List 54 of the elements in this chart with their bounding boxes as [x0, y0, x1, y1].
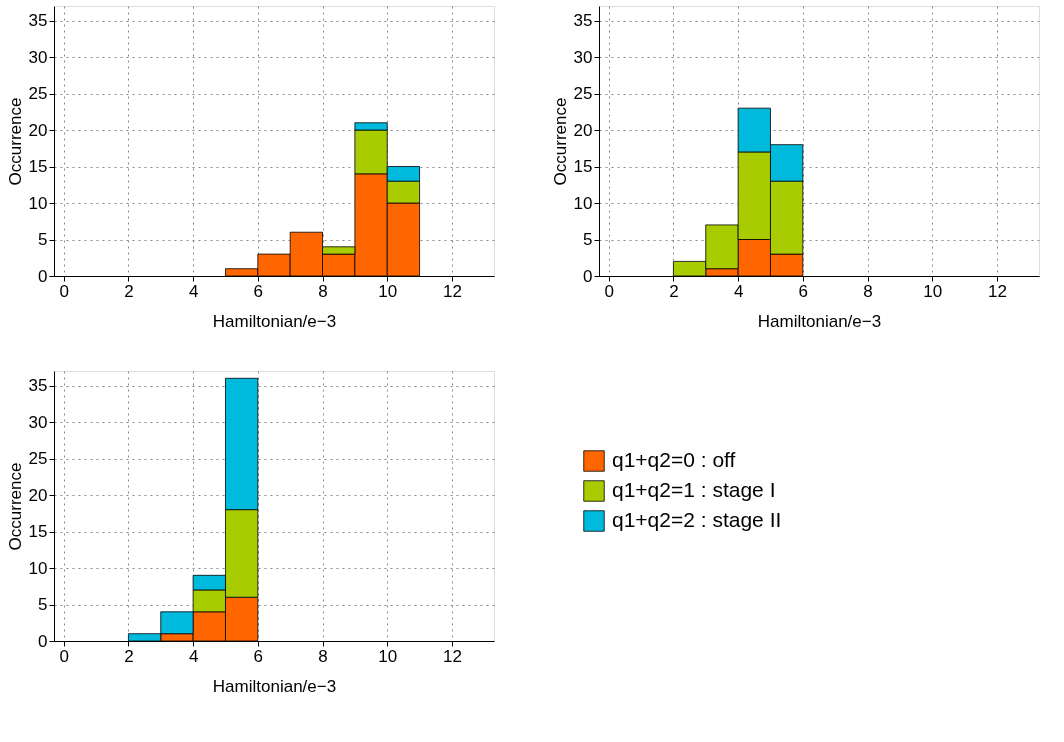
- y-tick-label: 30: [28, 47, 48, 67]
- x-tick-label: 2: [124, 281, 134, 301]
- x-tick-label: 10: [923, 281, 943, 301]
- legend-label: q1+q2=0 : off: [612, 448, 736, 471]
- x-tick-label: 12: [987, 281, 1007, 301]
- x-axis-title: Hamiltonian/e−3: [212, 676, 337, 696]
- x-tick-label: 0: [604, 281, 614, 301]
- y-tick-label: 25: [28, 449, 48, 469]
- x-tick-label: 4: [733, 281, 744, 301]
- y-axis-title: Occurrence: [5, 97, 25, 186]
- x-tick-label: 12: [442, 646, 462, 666]
- y-tick-label: 5: [38, 595, 48, 615]
- y-axis-title: Occurrence: [550, 97, 570, 186]
- y-tick-label: 20: [573, 120, 593, 140]
- y-tick-label: 5: [38, 230, 48, 250]
- x-axis-title: Hamiltonian/e−3: [212, 311, 337, 331]
- y-tick-label: 15: [28, 157, 48, 177]
- y-tick-label: 10: [28, 193, 48, 213]
- x-tick-label: 6: [253, 646, 264, 666]
- y-tick-label: 0: [38, 266, 48, 286]
- y-tick-label: 20: [28, 120, 48, 140]
- x-tick-label: 4: [188, 646, 199, 666]
- y-tick-label: 15: [28, 522, 48, 542]
- y-tick-label: 25: [28, 84, 48, 104]
- legend-label: q1+q2=2 : stage II: [612, 508, 782, 531]
- y-tick-label: 35: [573, 11, 593, 31]
- y-tick-label: 20: [28, 485, 48, 505]
- x-tick-label: 10: [378, 281, 398, 301]
- x-tick-label: 6: [253, 281, 264, 301]
- x-tick-label: 10: [378, 646, 398, 666]
- y-tick-label: 35: [28, 11, 48, 31]
- x-tick-label: 12: [442, 281, 462, 301]
- y-tick-label: 30: [573, 47, 593, 67]
- x-tick-label: 6: [798, 281, 809, 301]
- y-tick-label: 10: [573, 193, 593, 213]
- x-axis-title: Hamiltonian/e−3: [757, 311, 882, 331]
- y-tick-label: 25: [573, 84, 593, 104]
- y-tick-label: 0: [38, 631, 48, 651]
- x-tick-label: 0: [59, 646, 69, 666]
- x-tick-label: 0: [59, 281, 69, 301]
- x-tick-label: 2: [124, 646, 134, 666]
- y-axis-title: Occurrence: [5, 462, 25, 551]
- y-tick-label: 10: [28, 558, 48, 578]
- x-tick-label: 8: [863, 281, 873, 301]
- x-tick-label: 8: [318, 281, 328, 301]
- x-tick-label: 4: [188, 281, 199, 301]
- x-tick-label: 2: [669, 281, 679, 301]
- x-tick-label: 8: [318, 646, 328, 666]
- legend-label: q1+q2=1 : stage I: [612, 478, 776, 501]
- y-tick-label: 5: [583, 230, 593, 250]
- y-tick-label: 30: [28, 412, 48, 432]
- y-tick-label: 0: [583, 266, 593, 286]
- y-tick-label: 35: [28, 376, 48, 396]
- y-tick-label: 15: [573, 157, 593, 177]
